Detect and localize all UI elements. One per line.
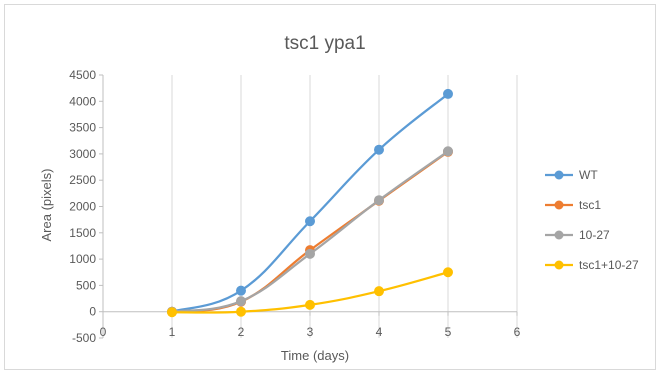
- x-tick-label: 6: [514, 325, 521, 339]
- data-point-tsc1-10-27: [236, 306, 246, 317]
- data-point-tsc1-10-27: [305, 299, 315, 310]
- data-point-wt: [374, 144, 384, 155]
- x-tick-label: 3: [307, 325, 314, 339]
- y-tick-label: 1000: [69, 252, 96, 266]
- data-point-10-27: [443, 146, 453, 157]
- data-point-tsc1-10-27: [443, 267, 453, 278]
- data-point-10-27: [374, 195, 384, 206]
- legend-item-tsc1: tsc1: [545, 198, 601, 212]
- y-tick-label: 2500: [69, 173, 96, 187]
- legend: WT tsc1 10-27 tsc1+10-27: [545, 168, 639, 272]
- y-tick-label: 4000: [69, 94, 96, 108]
- chart-svg: tsc1 ypa1 Area (pixels) Time (days) -500…: [39, 33, 639, 363]
- legend-swatch-marker: [554, 170, 564, 180]
- legend-swatch-marker: [554, 200, 564, 210]
- axis-layer: -500 0 500 1000 1500 2000 2500 3000 3500 4000 4500…: [69, 68, 520, 345]
- y-tick-label: 0: [89, 305, 96, 319]
- y-tick-label: 500: [76, 278, 96, 292]
- grid-layer: [102, 75, 518, 338]
- series-layer: [167, 88, 453, 318]
- chart-frame: tsc1 ypa1 Area (pixels) Time (days) -500…: [4, 4, 656, 370]
- data-point-wt: [305, 216, 315, 227]
- legend-label: 10-27: [579, 228, 610, 242]
- y-tick-label: 3000: [69, 147, 96, 161]
- legend-item-tsc1-10-27: tsc1+10-27: [545, 258, 639, 272]
- x-tick-label: 5: [445, 325, 452, 339]
- legend-swatch-marker: [554, 260, 564, 270]
- data-point-wt: [443, 88, 453, 99]
- legend-item-10-27: 10-27: [545, 228, 610, 242]
- legend-label: tsc1+10-27: [579, 258, 639, 272]
- data-point-wt: [236, 285, 246, 296]
- y-tick-label: 3500: [69, 121, 96, 135]
- x-tick-label: 0: [100, 325, 107, 339]
- y-tick-label: 1500: [69, 226, 96, 240]
- y-tick-label: 4500: [69, 68, 96, 82]
- x-tick-label: 4: [376, 325, 383, 339]
- legend-swatch-marker: [554, 230, 564, 240]
- x-axis-title: Time (days): [281, 348, 349, 363]
- series-tsc1-10-27: [167, 267, 453, 318]
- data-point-tsc1-10-27: [374, 286, 384, 297]
- legend-label: tsc1: [579, 198, 601, 212]
- y-tick-label: 2000: [69, 200, 96, 214]
- chart-title: tsc1 ypa1: [284, 33, 365, 54]
- x-tick-label: 2: [238, 325, 245, 339]
- y-tick-label: -500: [72, 331, 96, 345]
- data-point-10-27: [236, 296, 246, 307]
- legend-label: WT: [579, 168, 598, 182]
- y-axis-title: Area (pixels): [39, 169, 54, 242]
- data-point-10-27: [305, 248, 315, 259]
- x-tick-label: 1: [169, 325, 176, 339]
- legend-item-wt: WT: [545, 168, 598, 182]
- data-point-tsc1-10-27: [167, 307, 177, 318]
